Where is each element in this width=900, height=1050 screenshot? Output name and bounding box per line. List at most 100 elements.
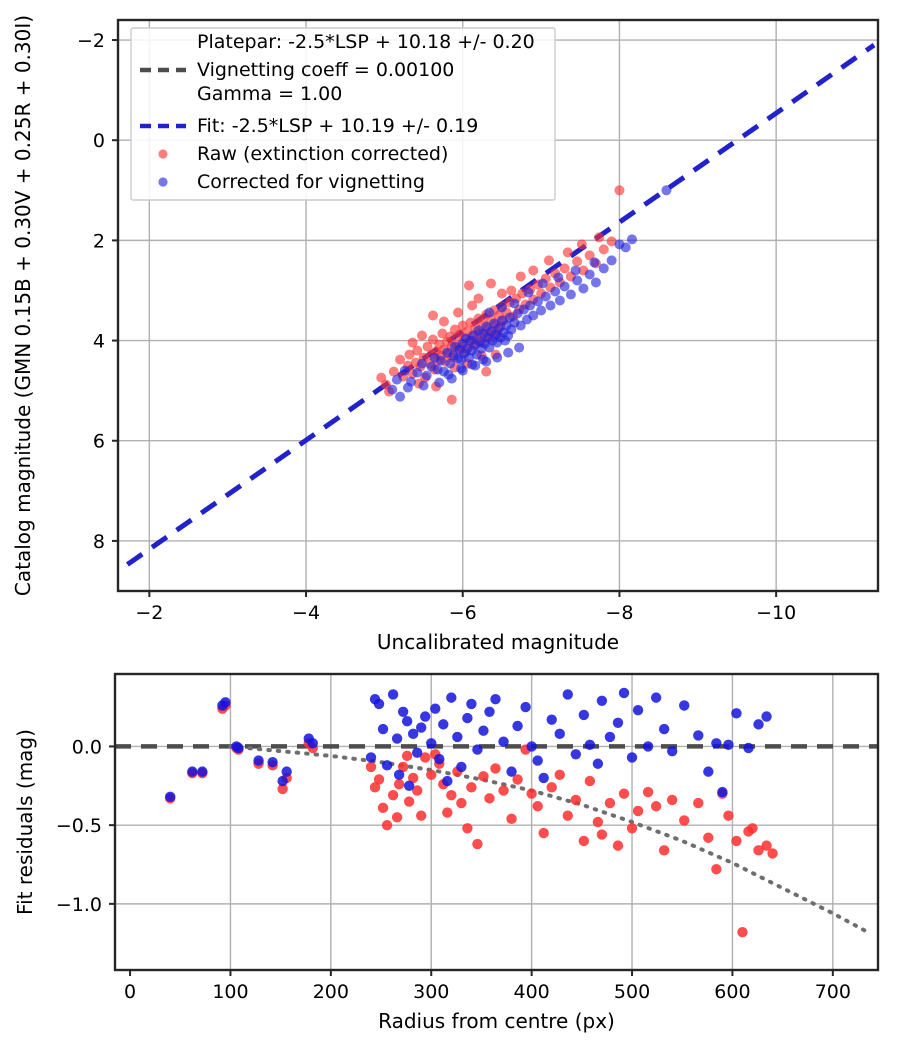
calibration-x-axis-title: Uncalibrated magnitude	[377, 630, 619, 654]
residual-point-raw	[420, 752, 431, 763]
residual-point-raw	[632, 805, 644, 817]
data-point-corrected	[435, 355, 446, 366]
data-point-corrected	[503, 347, 514, 358]
x-tick-label: 400	[514, 981, 550, 1003]
legend-box	[130, 27, 556, 201]
residual-point-raw	[546, 782, 557, 793]
residual-point-corrected	[612, 717, 624, 729]
residual-point-corrected	[490, 693, 501, 705]
x-tick-label: −8	[605, 602, 633, 624]
residual-point-raw	[578, 835, 590, 847]
residual-point-corrected	[554, 728, 565, 740]
residual-point-corrected	[373, 698, 385, 710]
data-point-raw	[427, 310, 438, 321]
residual-point-raw	[679, 815, 690, 826]
data-point-corrected	[606, 255, 617, 266]
data-point-corrected	[626, 234, 637, 245]
residual-point-raw	[472, 838, 483, 850]
x-tick-label: −4	[292, 602, 320, 624]
residuals-axes-frame	[113, 672, 880, 972]
residual-point-raw	[397, 761, 409, 773]
data-point-corrected	[443, 369, 454, 380]
residual-point-raw	[554, 769, 565, 780]
residual-point-raw	[466, 782, 477, 793]
residual-point-corrected	[466, 698, 477, 710]
residual-point-corrected	[233, 742, 244, 754]
residual-point-raw	[381, 819, 393, 831]
residual-point-corrected	[723, 739, 734, 751]
residual-point-raw	[478, 771, 489, 782]
y-tick-label: 8	[93, 531, 105, 553]
data-point-raw	[506, 285, 517, 296]
data-point-corrected	[589, 257, 600, 268]
data-point-corrected	[395, 391, 406, 402]
residual-point-corrected	[401, 716, 413, 727]
data-point-raw	[473, 293, 484, 304]
data-point-raw	[453, 307, 464, 318]
data-point-corrected	[523, 287, 534, 298]
data-point-raw	[464, 280, 475, 291]
residual-point-corrected	[498, 736, 509, 747]
residual-point-raw	[391, 812, 403, 823]
data-point-raw	[584, 250, 595, 261]
residual-point-raw	[604, 797, 616, 809]
residual-point-raw	[387, 790, 399, 801]
residual-point-raw	[626, 823, 638, 834]
data-point-corrected	[525, 300, 536, 311]
data-point-corrected	[509, 298, 520, 309]
y-tick-label: 6	[93, 431, 105, 453]
vignetting-model-curve	[228, 744, 870, 935]
data-point-corrected	[572, 275, 583, 286]
residual-point-raw	[753, 845, 764, 856]
data-point-corrected	[532, 296, 543, 307]
data-point-corrected	[620, 242, 631, 253]
residual-point-raw	[737, 927, 748, 938]
data-point-corrected	[387, 384, 398, 395]
residual-point-raw	[401, 750, 413, 762]
residual-point-corrected	[446, 692, 457, 703]
data-point-raw	[445, 331, 456, 342]
x-tick-label: 200	[313, 981, 349, 1003]
data-point-corrected	[421, 370, 432, 381]
x-tick-label: −10	[756, 602, 796, 624]
data-point-corrected	[545, 300, 556, 311]
legend-handle-corrected	[158, 177, 168, 187]
residual-point-corrected	[420, 711, 431, 722]
residual-scatter-raw	[165, 700, 778, 938]
residual-point-corrected	[532, 755, 543, 766]
residual-point-corrected	[426, 738, 437, 749]
x-tick-label: 100	[212, 981, 248, 1003]
residual-point-raw	[570, 794, 582, 806]
data-point-raw	[438, 316, 449, 327]
residual-point-raw	[416, 810, 427, 821]
data-point-raw	[467, 300, 478, 311]
residual-point-raw	[731, 835, 742, 847]
residual-point-raw	[484, 793, 495, 804]
residual-point-raw	[490, 763, 501, 774]
residual-point-raw	[277, 783, 288, 795]
residual-point-corrected	[578, 709, 590, 721]
residual-point-corrected	[307, 738, 318, 749]
residual-point-corrected	[253, 755, 264, 766]
residual-point-corrected	[743, 742, 754, 754]
legend-label: Platepar: -2.5*LSP + 10.18 +/- 0.20	[197, 31, 535, 53]
residual-point-corrected	[277, 775, 288, 787]
data-point-corrected	[445, 358, 456, 369]
residual-point-corrected	[456, 761, 467, 773]
residual-point-corrected	[592, 758, 604, 769]
data-point-raw	[562, 247, 573, 258]
x-tick-label: −2	[135, 602, 163, 624]
data-point-corrected	[514, 342, 525, 353]
residual-point-raw	[642, 786, 654, 798]
legend-label: Raw (extinction corrected)	[197, 143, 448, 165]
x-tick-label: −6	[449, 602, 477, 624]
residual-point-corrected	[666, 745, 678, 757]
residual-point-corrected	[520, 701, 531, 713]
residual-point-corrected	[377, 723, 389, 735]
data-point-corrected	[492, 352, 503, 363]
residual-point-raw	[506, 813, 517, 825]
residual-point-corrected	[526, 741, 537, 752]
residual-point-corrected	[187, 766, 198, 777]
residual-point-corrected	[407, 728, 419, 740]
x-tick-label: 0	[124, 981, 136, 1003]
